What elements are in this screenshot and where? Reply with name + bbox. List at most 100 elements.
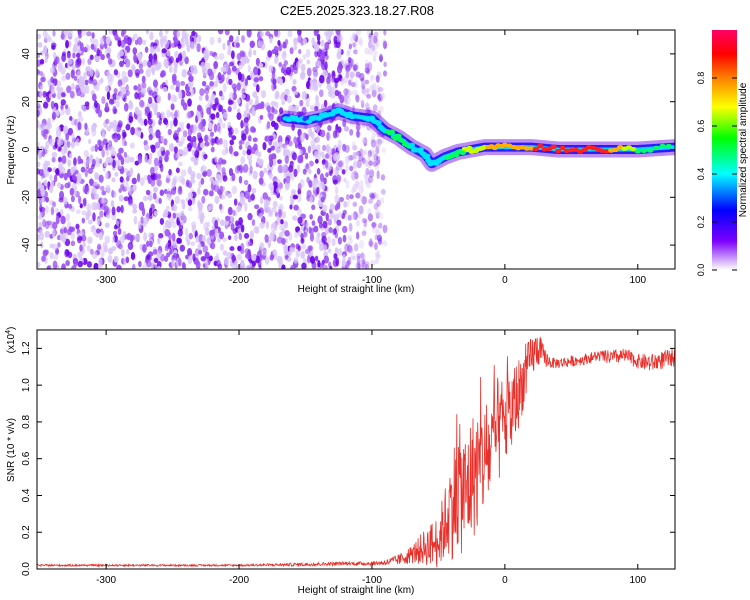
spectrogram-noise-blob — [209, 80, 214, 87]
spectrogram-noise-blob — [167, 128, 172, 136]
spectrogram-noise-blob — [217, 30, 224, 35]
spectrogram-noise-blob — [168, 168, 172, 176]
spectrogram-noise-blob — [219, 203, 223, 210]
spectrogram-noise-blob — [360, 149, 366, 157]
spectrogram-noise-blob — [343, 88, 349, 96]
spectrogram-noise-blob — [81, 30, 87, 36]
spectrogram-noise-blob — [299, 99, 304, 107]
spectrogram-noise-blob — [383, 30, 387, 36]
spectrogram-noise-blob — [344, 101, 349, 111]
spectrogram-noise-blob — [178, 175, 184, 184]
spectrogram-noise-blob — [356, 129, 360, 138]
spectrogram-noise-blob — [196, 104, 202, 112]
spectrogram-noise-blob — [355, 213, 361, 219]
spectrogram-noise-blob — [346, 198, 351, 208]
spectrogram-noise-blob — [355, 219, 360, 227]
spectrogram-noise-blob — [356, 159, 362, 169]
spectrogram-noise-blob — [268, 172, 273, 178]
spectrogram-noise-blob — [210, 242, 216, 250]
spectrogram-noise-blob — [284, 230, 290, 237]
spectrogram-noise-blob — [239, 164, 243, 174]
spectrogram-noise-blob — [339, 94, 345, 104]
spectrogram-noise-blob — [95, 68, 99, 78]
spectrogram-noise-blob — [373, 153, 378, 161]
spectrogram-noise-field — [37, 30, 388, 269]
spectrogram-noise-blob — [105, 118, 110, 125]
spectrogram-noise-blob — [87, 138, 92, 145]
spectrogram-noise-blob — [347, 214, 352, 221]
spectrogram-noise-blob — [368, 169, 375, 178]
spectrogram-noise-blob — [89, 248, 94, 255]
spectrogram-noise-blob — [222, 83, 227, 93]
spectrogram-noise-blob — [46, 122, 52, 130]
spectrogram-noise-blob — [63, 227, 68, 234]
spectrogram-noise-blob — [213, 55, 219, 61]
spectrogram-noise-blob — [352, 152, 358, 161]
spectrogram-noise-blob — [140, 88, 147, 95]
spectrogram-noise-blob — [232, 101, 237, 111]
spectrogram-noise-blob — [140, 216, 144, 224]
spectrogram-noise-blob — [157, 265, 161, 269]
spectrogram-noise-blob — [361, 86, 366, 95]
spectrogram-noise-blob — [376, 170, 380, 180]
spectrogram-noise-blob — [97, 264, 103, 269]
spectrogram-noise-blob — [81, 217, 86, 224]
spectrogram-noise-blob — [57, 182, 62, 189]
spectrogram-noise-blob — [357, 262, 361, 269]
spectrogram-noise-blob — [315, 136, 321, 143]
spectrogram-noise-blob — [370, 136, 375, 144]
spectrogram-noise-blob — [223, 63, 229, 72]
spectrogram-noise-blob — [259, 170, 264, 178]
spectrogram-noise-blob — [252, 82, 258, 87]
spectrogram-noise-blob — [279, 107, 284, 115]
spectrogram-noise-blob — [41, 197, 45, 203]
spectrogram-noise-blob — [350, 251, 356, 260]
spectrogram-noise-blob — [292, 90, 299, 96]
spectrogram-noise-blob — [48, 138, 55, 147]
spectrogram-noise-blob — [207, 99, 212, 107]
spectrogram-noise-blob — [316, 33, 321, 42]
spectrogram-noise-blob — [120, 205, 124, 214]
spectrogram-noise-blob — [199, 88, 205, 96]
spectrogram-noise-blob — [58, 61, 63, 69]
spectrogram-noise-blob — [97, 243, 102, 251]
spectrogram-noise-blob — [137, 155, 143, 164]
spectrogram-noise-blob — [272, 78, 277, 86]
spectrogram-noise-blob — [165, 30, 169, 35]
spectrogram-noise-blob — [375, 159, 380, 166]
spectrogram-noise-blob — [215, 138, 220, 146]
spectrogram-noise-blob — [149, 152, 153, 161]
spectrogram-noise-blob — [267, 111, 271, 118]
spectrogram-noise-blob — [89, 36, 96, 44]
spectrogram-noise-blob — [368, 238, 373, 248]
spectrogram-noise-blob — [246, 30, 252, 38]
spectrogram-noise-blob — [67, 58, 73, 65]
spectrogram-noise-blob — [51, 229, 56, 238]
spectrogram-noise-blob — [123, 140, 128, 147]
spectrogram-noise-blob — [100, 36, 104, 46]
spectrogram-noise-blob — [317, 60, 322, 68]
spectrogram-noise-blob — [219, 137, 223, 145]
spectrogram-noise-blob — [293, 37, 298, 43]
spectrogram-noise-blob — [192, 140, 197, 149]
spectrogram-noise-blob — [295, 243, 300, 250]
spectrogram-noise-blob — [86, 245, 91, 252]
spectrogram-noise-blob — [335, 30, 341, 35]
spectrogram-noise-blob — [54, 168, 60, 175]
spectrogram-noise-blob — [77, 235, 83, 241]
spectrogram-noise-blob — [305, 163, 309, 170]
spectrogram-noise-blob — [296, 136, 302, 142]
spectrogram-noise-blob — [247, 212, 253, 221]
spectrogram-noise-blob — [309, 79, 313, 85]
spectrogram-noise-blob — [266, 105, 271, 113]
spectrogram-noise-blob — [105, 149, 109, 156]
spectrogram-noise-blob — [103, 205, 109, 214]
spectrogram-noise-blob — [39, 204, 43, 213]
spectrogram-noise-blob — [242, 163, 249, 173]
spectrogram-noise-blob — [289, 47, 294, 55]
spectrogram-noise-blob — [130, 251, 136, 260]
spectrogram-noise-blob — [380, 190, 386, 196]
spectrogram-noise-blob — [268, 65, 274, 73]
spectrogram-noise-blob — [201, 80, 207, 87]
spectrogram-noise-blob — [251, 219, 256, 227]
